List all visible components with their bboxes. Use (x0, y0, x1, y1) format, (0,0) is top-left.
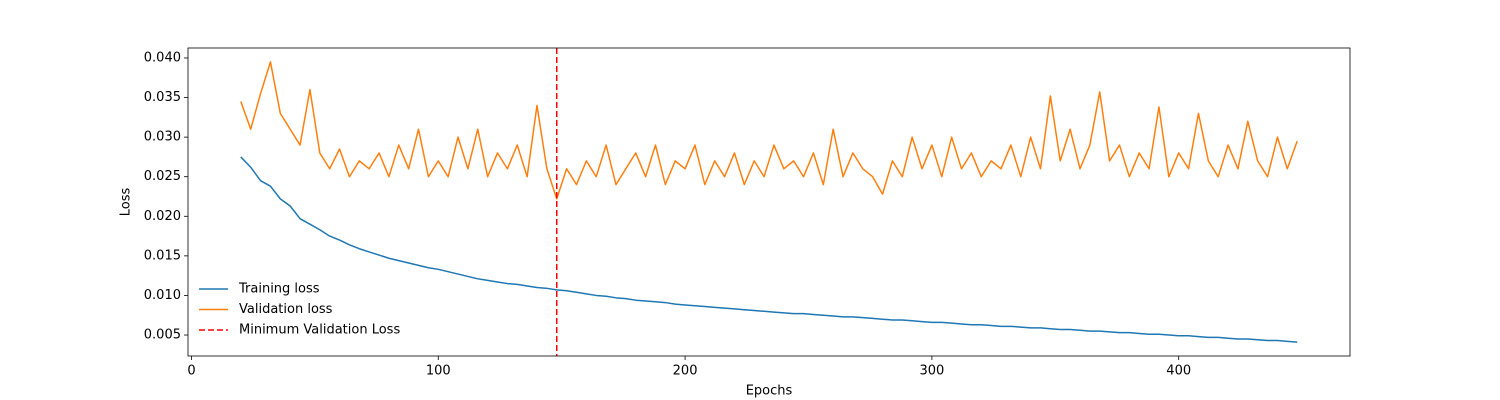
y-tick-label: 0.035 (144, 90, 181, 105)
x-tick-label: 300 (919, 364, 944, 379)
x-axis-label: Epochs (746, 384, 793, 399)
y-tick-label: 0.030 (144, 130, 181, 145)
legend-label: Training loss (238, 282, 320, 297)
y-tick-label: 0.010 (144, 288, 181, 303)
y-tick-label: 0.005 (144, 328, 181, 343)
y-tick-label: 0.025 (144, 169, 181, 184)
x-tick-label: 400 (1166, 364, 1191, 379)
y-axis-label: Loss (119, 188, 134, 217)
y-tick-label: 0.020 (144, 209, 181, 224)
x-tick-label: 0 (187, 364, 195, 379)
y-tick-label: 0.040 (144, 50, 181, 65)
plot-frame (187, 47, 1351, 357)
x-tick-label: 200 (673, 364, 698, 379)
series-line (240, 156, 1298, 343)
y-tick-label: 0.015 (144, 248, 181, 263)
x-tick-label: 100 (426, 364, 451, 379)
legend-label: Minimum Validation Loss (239, 323, 400, 338)
legend-label: Validation loss (239, 302, 333, 317)
series-line (240, 61, 1298, 200)
